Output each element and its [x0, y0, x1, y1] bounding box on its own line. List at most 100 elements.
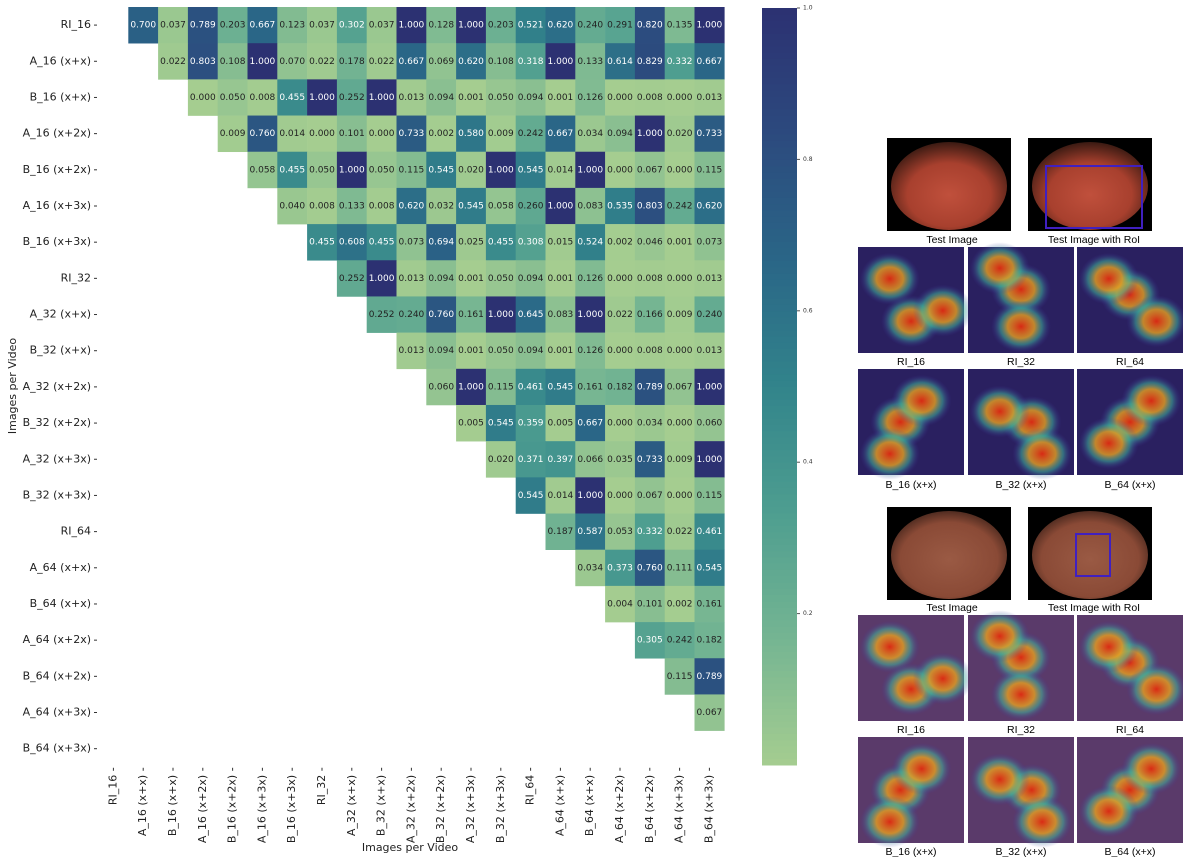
colorbar-segment — [762, 601, 797, 608]
colorbar-segment — [762, 569, 797, 576]
cell-label: 0.001 — [458, 274, 484, 284]
colorbar-segment — [762, 424, 797, 431]
colorbar-segment — [762, 746, 797, 753]
cell-label: 0.332 — [637, 527, 663, 537]
cell-label: 0.694 — [428, 238, 454, 248]
map-caption: RI_16 — [897, 724, 925, 736]
colorbar-segment — [762, 715, 797, 722]
colorbar-segment — [762, 500, 797, 507]
y-tick-label: A_16 (x+2x) — [23, 127, 91, 140]
x-tick-label: A_64 (x+3x) — [673, 775, 686, 843]
colorbar-segment — [762, 349, 797, 356]
colorbar-segment — [762, 412, 797, 419]
colorbar-segment — [762, 683, 797, 690]
colorbar-segment — [762, 292, 797, 299]
colorbar-segment — [762, 128, 797, 135]
cell-label: 0.014 — [548, 165, 574, 175]
cell-label: 0.013 — [697, 93, 723, 103]
cell-label: 0.013 — [697, 274, 723, 284]
cell-label: 0.000 — [667, 419, 693, 429]
attention-blob — [913, 653, 973, 705]
cell-label: 0.820 — [637, 21, 663, 31]
cell-label: 0.455 — [309, 238, 335, 248]
cell-label: 0.240 — [577, 21, 603, 31]
cell-label: 0.001 — [548, 93, 574, 103]
colorbar-segment — [762, 65, 797, 72]
cell-label: 0.015 — [548, 238, 574, 248]
colorbar-segment — [762, 607, 797, 614]
image-caption: Test Image with RoI — [1048, 234, 1140, 246]
cell-label: 0.242 — [667, 201, 693, 211]
colorbar-tick-label: 0.6 — [803, 307, 813, 314]
attention-blob — [970, 753, 1030, 805]
colorbar-segment — [762, 109, 797, 116]
colorbar-segment — [762, 437, 797, 444]
cell-label: 0.013 — [697, 346, 723, 356]
map-caption: RI_64 — [1116, 724, 1144, 736]
cell-label: 0.667 — [697, 57, 723, 67]
cell-label: 0.115 — [667, 672, 693, 682]
cell-label: 0.022 — [369, 57, 395, 67]
colorbar-segment — [762, 721, 797, 728]
colorbar-segment — [762, 702, 797, 709]
cell-label: 0.094 — [518, 274, 544, 284]
cell-label: 0.004 — [607, 599, 633, 609]
colorbar-segment — [762, 380, 797, 387]
cell-label: 1.000 — [577, 165, 603, 175]
colorbar-segment — [762, 40, 797, 47]
cell-label: 0.620 — [399, 201, 425, 211]
cell-label: 0.123 — [279, 21, 305, 31]
x-tick-label: A_32 (x+x) — [345, 775, 358, 836]
colorbar-segment — [762, 336, 797, 343]
colorbar-segment — [762, 563, 797, 570]
cell-label: 0.733 — [399, 129, 425, 139]
cell-label: 0.187 — [548, 527, 574, 537]
cell-label: 0.667 — [548, 129, 574, 139]
colorbar-segment — [762, 469, 797, 476]
colorbar-segment — [762, 475, 797, 482]
cell-label: 0.760 — [250, 129, 276, 139]
cell-label: 0.020 — [488, 455, 514, 465]
cell-label: 0.166 — [637, 310, 663, 320]
colorbar-segment — [762, 248, 797, 255]
cell-label: 0.060 — [697, 419, 723, 429]
x-tick-label: B_32 (x+2x) — [434, 775, 447, 843]
colorbar-segment — [762, 191, 797, 198]
colorbar-segment — [762, 159, 797, 166]
cell-label: 0.058 — [250, 165, 276, 175]
x-tick-label: A_16 (x+3x) — [255, 775, 268, 843]
cell-label: 0.545 — [428, 165, 454, 175]
attention-blob — [913, 285, 973, 337]
cell-label: 0.008 — [637, 346, 663, 356]
x-tick-label: RI_16 — [106, 775, 119, 805]
cell-label: 0.700 — [130, 21, 156, 31]
test-image-content — [891, 511, 1007, 599]
cell-label: 0.733 — [637, 455, 663, 465]
colorbar-segment — [762, 77, 797, 84]
y-tick-label: B_64 (x+2x) — [23, 669, 91, 682]
y-tick-label: B_16 (x+x) — [30, 90, 91, 103]
colorbar-segment — [762, 254, 797, 261]
attention-blob — [1079, 621, 1139, 673]
cell-label: 0.803 — [637, 201, 663, 211]
cell-label: 0.000 — [607, 491, 633, 501]
cell-label: 0.789 — [697, 672, 723, 682]
cell-label: 0.291 — [607, 21, 633, 31]
colorbar-segment — [762, 727, 797, 734]
cell-label: 0.035 — [607, 455, 633, 465]
cell-label: 1.000 — [250, 57, 276, 67]
cell-label: 0.014 — [279, 129, 305, 139]
cell-label: 1.000 — [697, 382, 723, 392]
cell-label: 0.083 — [577, 201, 603, 211]
x-tick-label: A_64 (x+x) — [553, 775, 566, 836]
cell-label: 0.252 — [369, 310, 395, 320]
y-tick-label: A_16 (x+x) — [30, 54, 91, 67]
cell-label: 0.620 — [548, 21, 574, 31]
colorbar-segment — [762, 519, 797, 526]
cell-label: 0.667 — [399, 57, 425, 67]
image-caption: Test Image — [926, 234, 978, 246]
colorbar-segment — [762, 614, 797, 621]
y-tick-label: B_16 (x+2x) — [23, 163, 91, 176]
colorbar-segment — [762, 330, 797, 337]
cell-label: 0.126 — [577, 93, 603, 103]
